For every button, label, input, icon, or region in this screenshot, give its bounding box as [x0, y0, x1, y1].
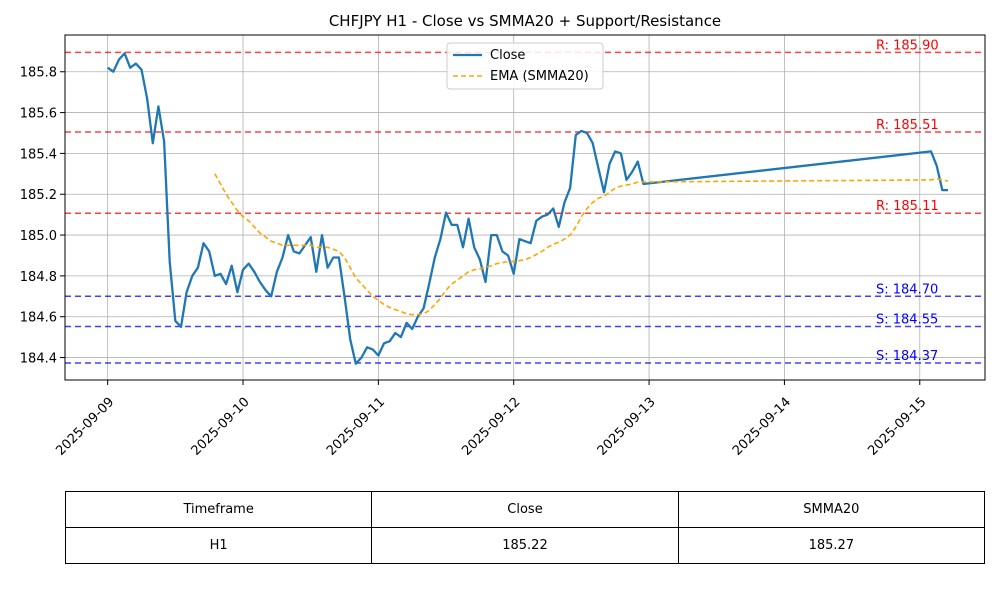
chart: CHFJPY H1 - Close vs SMMA20 + Support/Re…	[20, 12, 986, 459]
table-header-cell: SMMA20	[677, 491, 986, 528]
table-cell-timeframe: H1	[64, 527, 373, 564]
support-resistance-levels: R: 185.90 R: 185.51 R: 185.11 S: 184.70 S: 1…	[65, 38, 985, 364]
table-header-cell: Timeframe	[64, 491, 373, 528]
y-tick-label: 185.2	[20, 188, 57, 203]
y-tick-label: 185.0	[20, 229, 57, 244]
x-tick-label: 2025-09-12	[459, 395, 523, 459]
legend-label-smma: EMA (SMMA20)	[490, 69, 589, 84]
y-tick-label: 185.8	[20, 66, 57, 81]
series-line-smma20	[214, 173, 949, 316]
x-tick-label: 2025-09-15	[865, 395, 929, 459]
y-tick-label: 184.6	[20, 311, 57, 326]
x-tick-label: 2025-09-10	[189, 395, 253, 459]
y-tick-label: 184.4	[20, 352, 57, 367]
x-tick-label: 2025-09-13	[595, 395, 659, 459]
table-cell-close: 185.22	[371, 527, 679, 564]
legend-label-close: Close	[490, 48, 525, 63]
level-label-resistance: R: 185.90	[876, 38, 939, 53]
table-row: H1 185.22 185.27	[64, 527, 986, 564]
level-label-resistance: R: 185.51	[876, 118, 939, 133]
y-tick-label: 185.6	[20, 107, 57, 122]
legend: Close EMA (SMMA20)	[446, 42, 604, 90]
table-header-cell: Close	[371, 491, 679, 528]
summary-table: Timeframe Close SMMA20 H1 185.22 185.27	[64, 491, 986, 564]
grid	[65, 35, 985, 380]
series-lines	[107, 52, 949, 365]
x-tick-label: 2025-09-14	[730, 395, 794, 459]
chart-title: CHFJPY H1 - Close vs SMMA20 + Support/Re…	[329, 12, 721, 30]
level-label-resistance: R: 185.11	[876, 199, 939, 214]
x-tick-label: 2025-09-09	[53, 395, 117, 459]
series-line-close	[107, 52, 948, 365]
level-label-support: S: 184.37	[876, 349, 938, 364]
y-tick-label: 184.8	[20, 270, 57, 285]
table-cell-smma20: 185.27	[677, 527, 986, 564]
legend-box	[446, 42, 604, 90]
plot-frame	[64, 34, 986, 381]
x-tick-label: 2025-09-11	[324, 395, 388, 459]
table-header-row: Timeframe Close SMMA20	[64, 491, 986, 528]
y-tick-label: 185.4	[20, 147, 57, 162]
level-label-support: S: 184.55	[876, 313, 938, 328]
level-label-support: S: 184.70	[876, 282, 938, 297]
